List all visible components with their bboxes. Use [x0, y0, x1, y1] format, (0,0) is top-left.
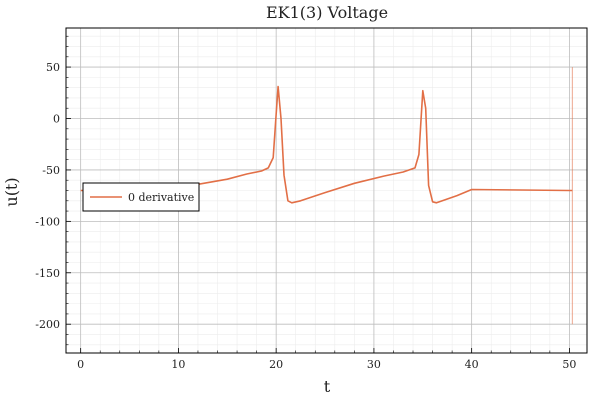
y-tick-label: 50 — [46, 61, 60, 74]
series-layer — [80, 67, 573, 325]
x-tick-label: 10 — [171, 358, 185, 371]
y-axis-label: u(t) — [2, 177, 21, 206]
legend-label: 0 derivative — [128, 191, 194, 204]
y-tick-label: -50 — [42, 164, 60, 177]
x-tick-label: 50 — [562, 358, 576, 371]
y-tick-label: -150 — [35, 267, 60, 280]
x-axis-label: t — [324, 377, 331, 396]
tick-labels: 0 10 20 30 40 50 -200 -150 -100 -50 0 50 — [35, 61, 576, 371]
minor-grid — [66, 28, 587, 353]
y-tick-label: -200 — [35, 318, 60, 331]
y-tick-label: -100 — [35, 215, 60, 228]
y-tick-label: 0 — [53, 113, 60, 126]
series-line — [80, 85, 573, 204]
legend-box — [82, 182, 200, 212]
axis-ticks — [66, 35, 570, 353]
x-tick-label: 20 — [269, 358, 283, 371]
x-tick-label: 30 — [367, 358, 381, 371]
chart-title: EK1(3) Voltage — [266, 3, 388, 22]
x-tick-label: 0 — [77, 358, 84, 371]
x-tick-label: 40 — [465, 358, 479, 371]
legend: 0 derivative — [82, 182, 200, 212]
